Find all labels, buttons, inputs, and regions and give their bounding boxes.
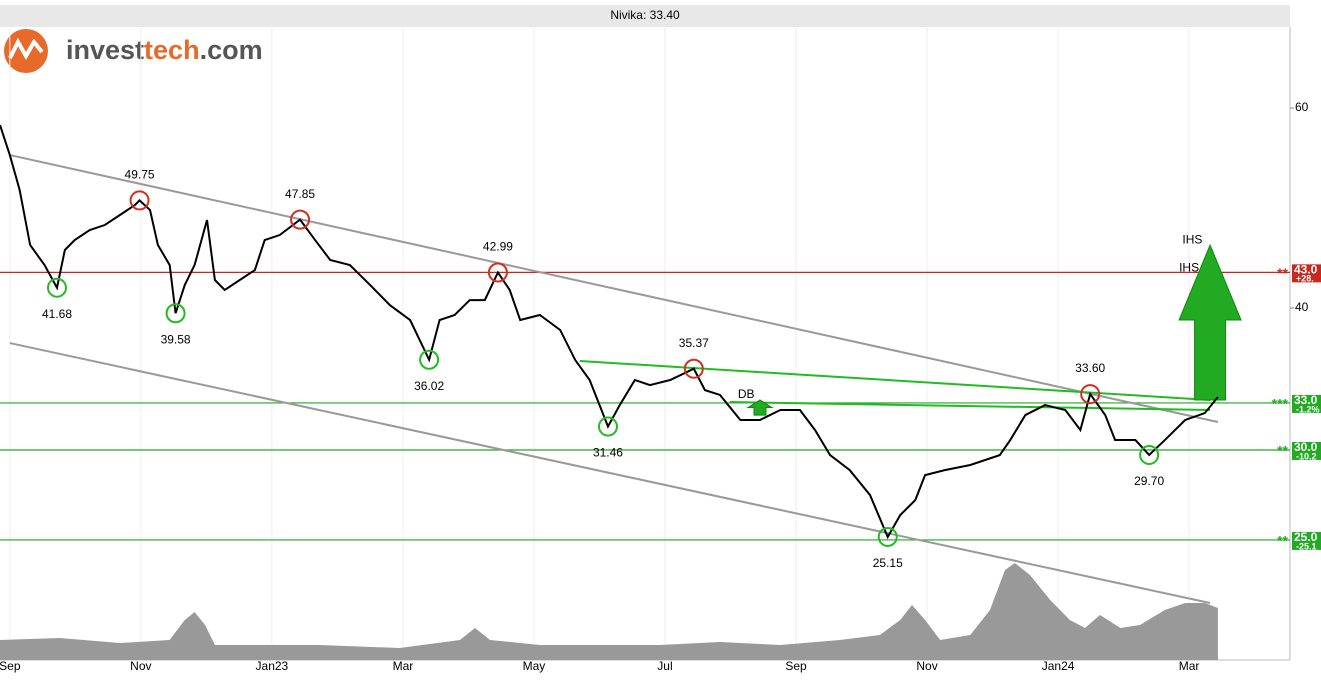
x-tick-label: Nov xyxy=(916,659,937,673)
extreme-marker xyxy=(877,526,898,547)
extreme-label: 41.68 xyxy=(42,307,72,321)
level-change: -25.1 xyxy=(1296,541,1317,551)
trend-line xyxy=(9,154,1219,423)
x-tick-label: Mar xyxy=(1179,659,1200,673)
extreme-label: 36.02 xyxy=(414,379,444,393)
extreme-marker xyxy=(1139,444,1160,465)
logo: investtech.com xyxy=(4,29,263,73)
extreme-marker xyxy=(129,190,150,211)
x-tick-label: Mar xyxy=(393,659,414,673)
y-tick-label: 60 xyxy=(1295,100,1309,114)
logo-part: invest xyxy=(66,35,144,65)
level-change: -1.2% xyxy=(1296,404,1320,414)
trend-line xyxy=(579,359,1211,401)
chart-title: Nivika: 33.40 xyxy=(610,8,680,22)
level-box xyxy=(1292,441,1321,460)
logo-text: investtech.com xyxy=(66,35,263,65)
pattern-label: IHS xyxy=(1179,261,1199,275)
level-label: 33.0 xyxy=(1294,393,1318,407)
extreme-label: 33.60 xyxy=(1075,361,1105,375)
extreme-marker xyxy=(1080,384,1101,405)
extreme-marker xyxy=(165,303,186,324)
x-tick-label: Sep xyxy=(785,659,807,673)
extreme-marker xyxy=(597,416,618,437)
level-stars: ** xyxy=(1277,265,1288,281)
logo-zigzag xyxy=(8,37,44,61)
pattern-label: DB xyxy=(738,387,755,401)
x-tick-label: Sep xyxy=(0,659,21,673)
x-tick-label: Jul xyxy=(657,659,672,673)
x-tick-label: Jan24 xyxy=(1042,659,1075,673)
extreme-label: 29.70 xyxy=(1134,474,1164,488)
level-box xyxy=(1292,394,1321,413)
extreme-label: 47.85 xyxy=(285,187,315,201)
target-arrow xyxy=(1178,243,1242,401)
x-tick-label: May xyxy=(523,659,546,673)
x-tick-label: Nov xyxy=(130,659,151,673)
level-label: 43.0 xyxy=(1294,263,1318,277)
extreme-label: 49.75 xyxy=(125,168,155,182)
level-change: +28. xyxy=(1296,274,1314,284)
extreme-label: 25.15 xyxy=(873,556,903,570)
x-tick-label: Jan23 xyxy=(256,659,289,673)
level-box xyxy=(1292,531,1321,550)
price-line xyxy=(0,124,1219,540)
y-tick-label: 40 xyxy=(1295,300,1309,314)
level-label: 30.0 xyxy=(1294,440,1318,454)
extreme-marker xyxy=(46,277,67,298)
target-arrow xyxy=(746,399,774,416)
extreme-label: 35.37 xyxy=(679,336,709,350)
volume-area xyxy=(0,563,1218,660)
extreme-marker xyxy=(419,349,440,370)
level-label: 25.0 xyxy=(1294,530,1318,544)
logo-part: .com xyxy=(200,35,263,65)
extreme-label: 42.99 xyxy=(483,240,513,254)
extreme-label: 31.46 xyxy=(593,446,623,460)
trend-line xyxy=(9,342,1211,604)
level-stars: ** xyxy=(1277,533,1288,549)
extreme-marker xyxy=(683,358,704,379)
pattern-label: IHS xyxy=(1182,232,1202,246)
level-change: -10.2 xyxy=(1296,451,1317,461)
trend-line xyxy=(729,401,1211,412)
extreme-marker xyxy=(487,262,508,283)
logo-icon xyxy=(4,29,48,73)
logo-part: tech xyxy=(144,35,200,65)
title-bar xyxy=(0,5,1290,27)
level-stars: ** xyxy=(1277,443,1288,459)
level-box xyxy=(1292,264,1321,283)
extreme-marker xyxy=(290,209,311,230)
level-stars: *** xyxy=(1272,396,1289,412)
extreme-label: 39.58 xyxy=(161,332,191,346)
